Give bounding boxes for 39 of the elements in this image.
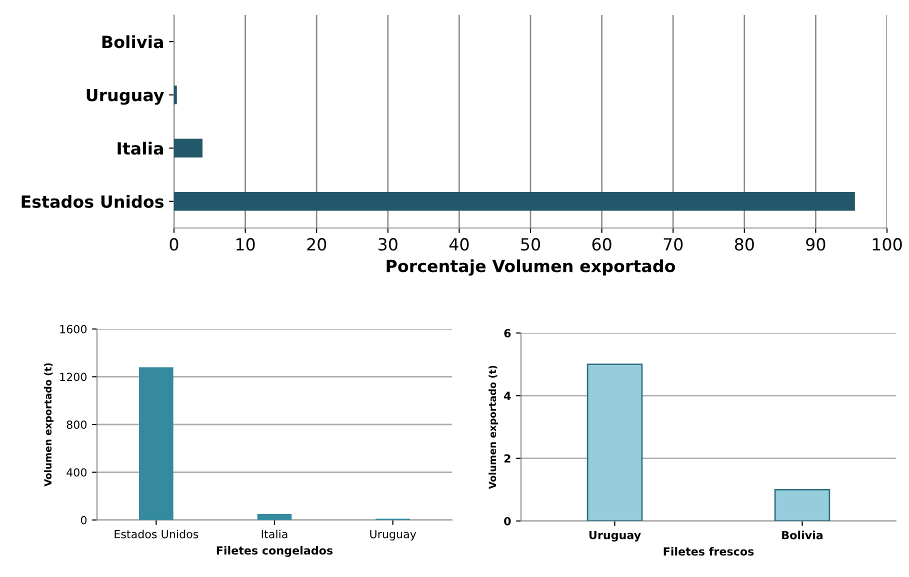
x-tick-label: 40 xyxy=(449,238,469,251)
y-tick-label: Bolivia xyxy=(102,35,163,48)
bar xyxy=(257,514,292,520)
x-tick-label: Estados Unidos xyxy=(114,530,198,538)
y-tick-label: 6 xyxy=(504,328,511,338)
bar xyxy=(174,138,203,158)
y-tick-label: 0 xyxy=(504,516,511,526)
y-axis-title: Volumen exportado (t) xyxy=(488,366,498,489)
x-tick-label: 10 xyxy=(236,238,255,251)
y-tick-label: Italia xyxy=(118,142,163,155)
y-tick-label: 800 xyxy=(66,420,87,429)
y-tick-label: 0 xyxy=(80,516,87,524)
x-tick-label: Italia xyxy=(262,530,288,538)
x-tick-label: Bolivia xyxy=(782,530,823,540)
y-tick-label: 400 xyxy=(66,468,87,477)
y-tick-label: 1600 xyxy=(60,324,87,334)
x-tick-label: 70 xyxy=(664,238,683,251)
x-tick-label: 60 xyxy=(592,238,612,251)
x-tick-label: 100 xyxy=(872,238,902,251)
x-tick-label: Uruguay xyxy=(589,530,641,542)
y-tick-label: 1200 xyxy=(60,372,87,382)
bar xyxy=(139,367,174,520)
y-tick-label: 4 xyxy=(504,392,511,400)
y-tick-label: Uruguay xyxy=(86,88,164,105)
y-tick-label: Estados Unidos xyxy=(22,195,164,208)
x-axis-title: Porcentaje Volumen exportado xyxy=(386,259,676,276)
x-tick-label: 50 xyxy=(521,238,540,251)
x-tick-label: Uruguay xyxy=(370,530,416,540)
x-axis-title: Filetes frescos xyxy=(664,547,754,556)
bar xyxy=(174,86,177,104)
bar xyxy=(174,192,855,211)
x-tick-label: 80 xyxy=(734,238,754,251)
x-tick-label: 30 xyxy=(378,238,398,251)
y-axis-title: Volumen exportado (t) xyxy=(44,363,54,486)
x-tick-label: 0 xyxy=(170,238,178,251)
y-tick-label: 2 xyxy=(504,454,510,463)
x-tick-label: 90 xyxy=(806,238,826,251)
x-tick-label: 20 xyxy=(307,238,326,251)
x-axis-title: Filetes congelados xyxy=(216,546,333,557)
